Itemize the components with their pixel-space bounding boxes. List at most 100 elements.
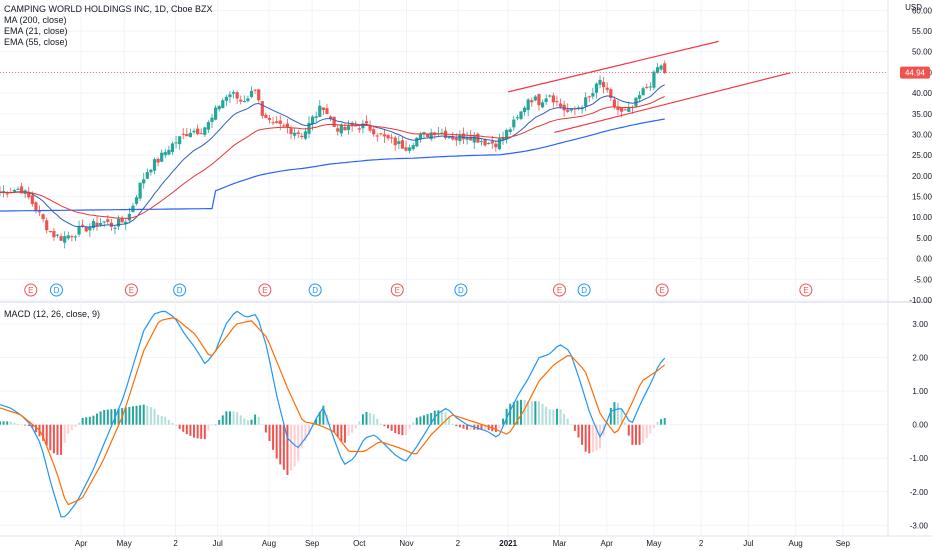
candle-body[interactable] (152, 159, 157, 171)
candle-body[interactable] (332, 116, 336, 127)
candle-body[interactable] (88, 227, 92, 231)
candle-body[interactable] (533, 96, 537, 101)
candle-body[interactable] (213, 107, 218, 120)
candle-body[interactable] (34, 202, 38, 211)
candle-body[interactable] (45, 220, 49, 231)
candle-body[interactable] (41, 214, 45, 220)
candle-body[interactable] (566, 109, 570, 112)
candle-body[interactable] (393, 137, 397, 146)
event-circle[interactable] (454, 283, 468, 297)
candle-body[interactable] (328, 116, 333, 120)
candle-body[interactable] (390, 137, 394, 139)
dividend-event-icon[interactable]: D (577, 283, 591, 297)
candle-body[interactable] (537, 94, 541, 106)
candle-body[interactable] (418, 133, 422, 140)
candle-body[interactable] (591, 93, 595, 97)
candle-body[interactable] (275, 121, 279, 123)
candle-body[interactable] (569, 108, 573, 111)
candle-body[interactable] (19, 186, 24, 194)
event-circle[interactable] (577, 283, 591, 297)
candle-body[interactable] (102, 221, 106, 223)
event-circle[interactable] (308, 283, 322, 297)
candle-body[interactable] (648, 86, 652, 88)
candle-body[interactable] (551, 95, 555, 103)
candle-body[interactable] (350, 122, 354, 127)
candle-body[interactable] (637, 95, 642, 99)
candle-body[interactable] (145, 172, 149, 179)
trendline[interactable] (554, 72, 791, 133)
candle-body[interactable] (293, 132, 297, 136)
candle-body[interactable] (106, 219, 110, 222)
earnings-event-icon[interactable]: E (552, 283, 566, 297)
candle-body[interactable] (519, 111, 523, 120)
ma200-line[interactable] (0, 118, 665, 212)
trendline[interactable] (508, 40, 719, 93)
event-circle[interactable] (258, 283, 272, 297)
candle-body[interactable] (382, 134, 387, 137)
earnings-event-icon[interactable]: E (24, 283, 38, 297)
candle-body[interactable] (48, 231, 52, 233)
candle-body[interactable] (501, 136, 505, 141)
candle-body[interactable] (296, 132, 300, 134)
candle-body[interactable] (479, 141, 484, 143)
candle-body[interactable] (494, 143, 498, 148)
candle-body[interactable] (616, 106, 620, 111)
candle-body[interactable] (526, 99, 530, 111)
candle-body[interactable] (167, 149, 171, 155)
candle-body[interactable] (544, 98, 548, 103)
candle-body[interactable] (246, 98, 250, 102)
candle-body[interactable] (451, 136, 455, 140)
candle-body[interactable] (415, 137, 419, 147)
candle-body[interactable] (447, 136, 451, 139)
candle-body[interactable] (278, 120, 282, 124)
candle-body[interactable] (210, 117, 214, 122)
candle-body[interactable] (113, 227, 117, 229)
candle-body[interactable] (196, 128, 200, 135)
candle-body[interactable] (192, 130, 196, 133)
earnings-event-icon[interactable]: E (799, 283, 813, 297)
candle-body[interactable] (339, 124, 343, 134)
dividend-event-icon[interactable]: D (173, 283, 187, 297)
candle-body[interactable] (343, 126, 347, 131)
candle-body[interactable] (587, 96, 591, 98)
candle-body[interactable] (609, 89, 613, 98)
candle-body[interactable] (285, 123, 290, 128)
indicator-ema21-label[interactable]: EMA (21, close) (4, 26, 68, 36)
candle-body[interactable] (27, 191, 31, 198)
dividend-event-icon[interactable]: D (49, 283, 63, 297)
dividend-event-icon[interactable]: D (308, 283, 322, 297)
candle-body[interactable] (515, 117, 520, 119)
candle-body[interactable] (555, 101, 559, 103)
candle-body[interactable] (659, 65, 663, 70)
candle-body[interactable] (231, 92, 236, 94)
candle-body[interactable] (160, 152, 164, 162)
candle-body[interactable] (271, 122, 275, 124)
candle-body[interactable] (602, 81, 606, 88)
candle-body[interactable] (321, 107, 325, 111)
candle-body[interactable] (55, 234, 60, 236)
candle-body[interactable] (242, 101, 246, 103)
candle-body[interactable] (318, 105, 322, 117)
candle-body[interactable] (540, 102, 545, 108)
candle-body[interactable] (310, 116, 315, 125)
earnings-event-icon[interactable]: E (655, 283, 669, 297)
candle-body[interactable] (116, 218, 121, 227)
candle-body[interactable] (239, 99, 243, 102)
candle-body[interactable] (314, 116, 318, 118)
dividend-event-icon[interactable]: D (454, 283, 468, 297)
candle-body[interactable] (508, 129, 512, 132)
earnings-event-icon[interactable]: E (124, 283, 138, 297)
candle-body[interactable] (52, 230, 56, 238)
candle-body[interactable] (163, 152, 167, 156)
candle-body[interactable] (627, 106, 631, 112)
candle-body[interactable] (235, 92, 239, 99)
candle-body[interactable] (404, 147, 408, 151)
candle-body[interactable] (397, 141, 401, 144)
candle-body[interactable] (149, 169, 153, 173)
candle-body[interactable] (375, 135, 379, 137)
macd-label[interactable]: MACD (12, 26, close, 9) (4, 309, 101, 319)
candle-body[interactable] (206, 122, 210, 130)
candle-body[interactable] (461, 133, 466, 140)
